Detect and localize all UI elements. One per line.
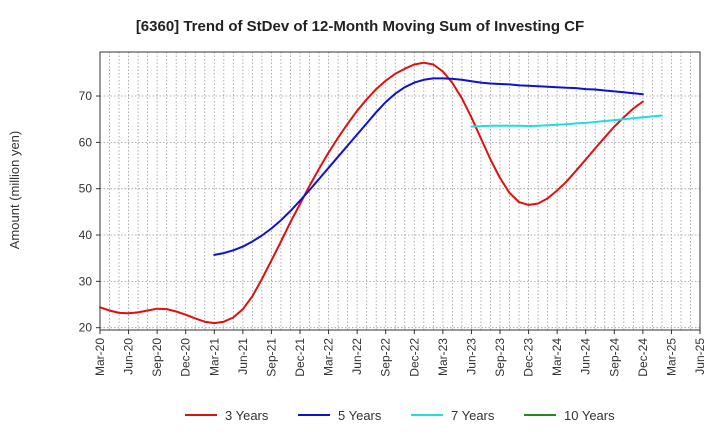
series-line-3-years [99,61,644,325]
series-layer [99,61,663,325]
x-tick-label: Jun-22 [350,338,364,375]
x-tick-label: Dec-20 [179,338,193,377]
y-tick-label: 30 [79,274,93,288]
y-axis: 20 30 40 50 60 70 [79,89,100,335]
legend-label: 7 Years [451,408,495,423]
y-tick-label: 60 [79,135,93,149]
x-tick-label: Dec-22 [407,338,421,377]
x-tick-label: Mar-20 [93,338,107,376]
x-tick-label: Jun-21 [236,338,250,375]
legend-label: 3 Years [225,408,269,423]
y-tick-label: 20 [79,321,93,335]
x-tick-label: Jun-25 [693,338,707,375]
x-tick-label: Dec-23 [522,338,536,377]
x-tick-label: Mar-25 [664,338,678,376]
y-axis-label: Amount (million yen) [7,131,22,250]
x-tick-label: Sep-20 [150,338,164,377]
x-tick-label: Sep-23 [493,338,507,377]
x-tick-label: Mar-21 [207,338,221,376]
x-tick-label: Dec-24 [636,338,650,377]
x-tick-label: Sep-24 [607,338,621,377]
x-tick-label: Jun-24 [579,338,593,375]
series-line-5-years [213,77,644,256]
y-tick-label: 70 [79,89,93,103]
y-tick-label: 50 [79,182,93,196]
plot-frame [99,51,701,331]
x-tick-label: Sep-22 [379,338,393,377]
x-axis: Mar-20 Jun-20 Sep-20 Dec-20 Mar-21 Jun-21 Sep-… [93,330,707,377]
x-tick-label: Mar-22 [322,338,336,376]
x-tick-label: Mar-24 [550,338,564,376]
x-tick-label: Jun-20 [122,338,136,375]
x-tick-label: Sep-21 [264,338,278,377]
x-tick-label: Dec-21 [293,338,307,377]
grid [100,52,700,330]
legend: 3 Years 5 Years 7 Years 10 Years [185,408,615,423]
series-line-7-years [470,114,663,128]
y-tick-label: 40 [79,228,93,242]
x-tick-label: Jun-23 [464,338,478,375]
legend-label: 5 Years [338,408,382,423]
legend-label: 10 Years [564,408,615,423]
x-tick-label: Mar-23 [436,338,450,376]
chart-title: [6360] Trend of StDev of 12-Month Moving… [136,18,584,35]
